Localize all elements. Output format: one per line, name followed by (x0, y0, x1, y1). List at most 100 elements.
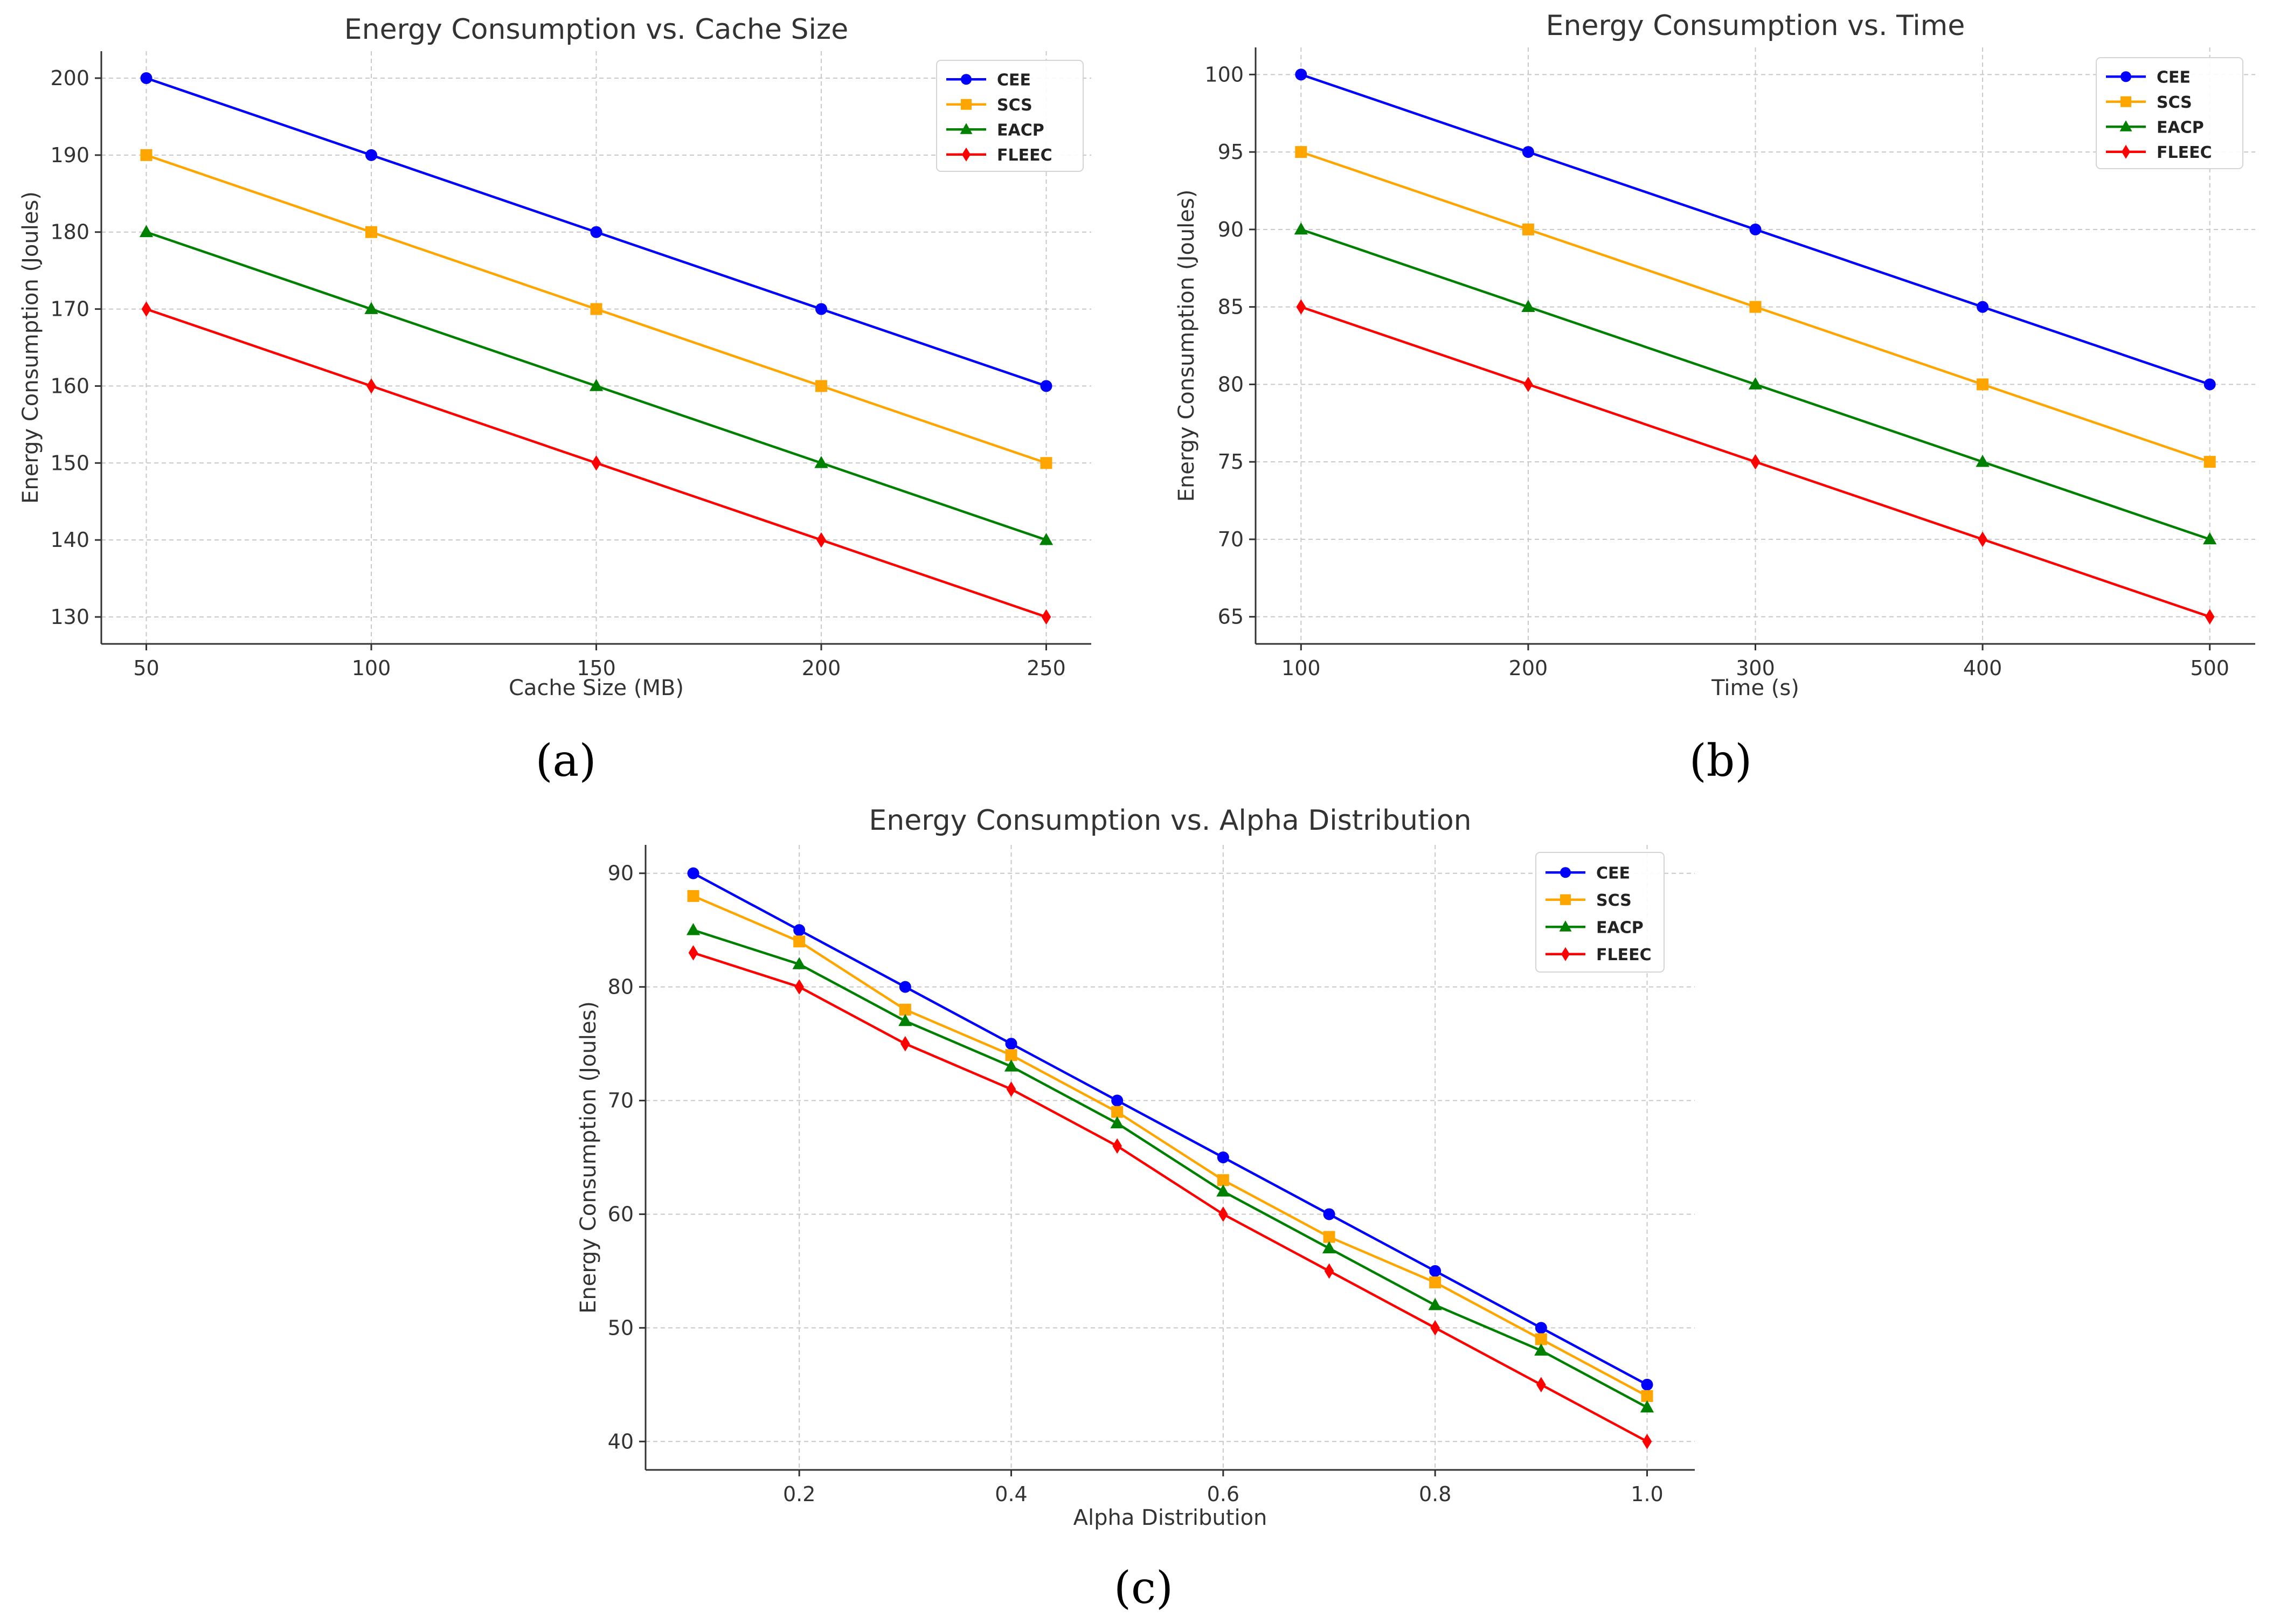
chart-c-fleec-point (1324, 1263, 1334, 1279)
chart-a-fleec-point (591, 455, 601, 471)
chart-c-cee-point (1005, 1038, 1017, 1050)
chart-c-eacp-point (1004, 1059, 1018, 1072)
chart-b-scs-point (1749, 301, 1762, 313)
chart-a-cee-point (815, 303, 827, 315)
chart-a-cee-point (140, 72, 153, 84)
chart-c-scs-point (899, 1003, 911, 1016)
chart-b-legend-scs-label: SCS (2157, 93, 2192, 112)
chart-a-legend-fleec-label: FLEEC (997, 146, 1052, 165)
chart-a-x-tick-label: 200 (802, 656, 841, 680)
chart-c-y-tick-label: 80 (608, 975, 634, 999)
chart-c-y-tick-label: 70 (608, 1089, 634, 1113)
chart-c-eacp-point (1640, 1400, 1654, 1413)
chart-c-eacp-point (1534, 1343, 1548, 1356)
chart-c-scs-point (1535, 1333, 1547, 1345)
chart-b-legend-scs-marker (2120, 96, 2131, 107)
chart-a-scs-point (365, 226, 377, 238)
chart-c-scs-point (687, 890, 699, 902)
chart-c-legend-fleec-marker (1561, 947, 1570, 961)
chart-b-fleec-point (1523, 377, 1533, 392)
chart-a-y-tick-label: 150 (50, 451, 89, 475)
chart-a-eacp-point (589, 379, 604, 391)
chart-a-y-tick-label: 190 (50, 143, 89, 167)
chart-a-fleec-point (366, 378, 376, 394)
chart-c-cee-point (1641, 1378, 1653, 1391)
chart-a-y-tick-label: 170 (50, 297, 89, 321)
chart-a-x-tick-label: 50 (133, 656, 159, 680)
chart-b-fleec-point (1750, 454, 1761, 470)
chart-b-scs-point (1977, 378, 1989, 391)
chart-c-y-tick-label: 90 (608, 862, 634, 885)
chart-b-eacp-point (1748, 377, 1763, 390)
chart-c-fleec-point (688, 945, 698, 961)
chart-c-cee-point (899, 981, 911, 993)
chart-b: 100 200 300 400 500 65 70 75 80 85 90 95 100 Energy C… (1174, 10, 2255, 787)
chart-b-cee-point (1522, 146, 1534, 158)
chart-c-eacp-point (898, 1014, 912, 1026)
chart-a-fleec-point (141, 301, 151, 317)
chart-a-caption: (a) (536, 735, 597, 787)
chart-a-eacp-point (814, 456, 828, 468)
chart-a-y-tick-label: 130 (50, 605, 89, 629)
chart-b-y-tick-label: 85 (1218, 295, 1244, 319)
chart-c-scs-point (1005, 1049, 1017, 1061)
chart-c-legend-cee-marker (1560, 867, 1571, 878)
chart-c-cee-point (1323, 1208, 1335, 1220)
chart-c-cee-point (793, 924, 806, 936)
chart-c-caption: (c) (1114, 1563, 1173, 1614)
chart-a-x-tick-label: 150 (577, 656, 616, 680)
chart-b-legend-cee-label: CEE (2157, 68, 2191, 87)
chart-b-y-tick-label: 90 (1218, 218, 1244, 241)
chart-a-scs-point (1040, 457, 1052, 469)
chart-b-eacp-point (2203, 532, 2217, 545)
chart-c-fleec-point (1006, 1081, 1016, 1097)
chart-b-eacp-point (1976, 454, 1990, 467)
chart-a-scs-point (590, 303, 602, 315)
chart-c-scs-point (1641, 1390, 1653, 1402)
chart-c-y-tick-label: 40 (608, 1429, 634, 1453)
chart-c-eacp-point (1110, 1116, 1124, 1129)
chart-c-series-cee-line (692, 872, 1648, 1386)
chart-a-fleec-point (816, 532, 826, 548)
chart-c-fleec-point (1430, 1320, 1440, 1336)
chart-c-fleec-point (1112, 1138, 1122, 1154)
chart-b-x-axis-label: Time (s) (1711, 676, 1799, 700)
chart-c: 0.2 0.4 0.6 0.8 1.0 40 50 60 70 80 90 Energy Consum… (576, 804, 1695, 1614)
chart-b-fleec-point (1296, 299, 1306, 315)
chart-b-caption: (b) (1689, 735, 1752, 787)
chart-a-legend-cee-label: CEE (997, 71, 1031, 89)
chart-a-legend-cee-marker (961, 74, 972, 85)
chart-b-y-tick-label: 75 (1218, 450, 1244, 474)
chart-c-y-tick-label: 60 (608, 1202, 634, 1226)
chart-c-cee-point (1429, 1265, 1442, 1277)
chart-c-y-axis-label: Energy Consumption (Joules) (576, 1001, 601, 1314)
chart-b-legend-eacp-marker (2119, 120, 2132, 131)
chart-c-x-tick-label: 0.8 (1419, 1482, 1451, 1506)
chart-b-legend-cee-marker (2120, 71, 2131, 82)
chart-a-eacp-point (364, 302, 378, 314)
chart-b-eacp-point (1521, 300, 1535, 312)
chart-a-y-tick-label: 140 (50, 528, 89, 552)
chart-a-scs-point (815, 380, 827, 392)
chart-c-eacp-point (686, 922, 701, 935)
chart-b-scs-point (1295, 146, 1307, 158)
chart-c-eacp-point (792, 957, 806, 969)
chart-b-y-axis-label: Energy Consumption (Joules) (1174, 190, 1199, 502)
chart-a-x-tick-label: 100 (352, 656, 391, 680)
chart-c-fleec-point (1536, 1377, 1546, 1393)
chart-b-legend-box (2096, 57, 2243, 169)
chart-b-y-tick-label: 70 (1218, 528, 1244, 551)
chart-b-x-tick-label: 100 (1281, 656, 1321, 680)
chart-c-cee-point (1217, 1151, 1229, 1163)
chart-c-eacp-point (1322, 1241, 1336, 1254)
chart-a-y-tick-label: 180 (50, 220, 89, 244)
chart-c-x-tick-label: 0.6 (1207, 1482, 1239, 1506)
chart-c-legend-box (1535, 852, 1665, 973)
chart-a-legend-scs-label: SCS (997, 96, 1032, 115)
chart-c-scs-point (1217, 1174, 1229, 1186)
chart-c-fleec-point (1218, 1206, 1228, 1222)
chart-a-cee-point (1040, 380, 1052, 392)
chart-a-legend-scs-marker (961, 99, 972, 110)
chart-c-cee-point (1535, 1322, 1547, 1334)
